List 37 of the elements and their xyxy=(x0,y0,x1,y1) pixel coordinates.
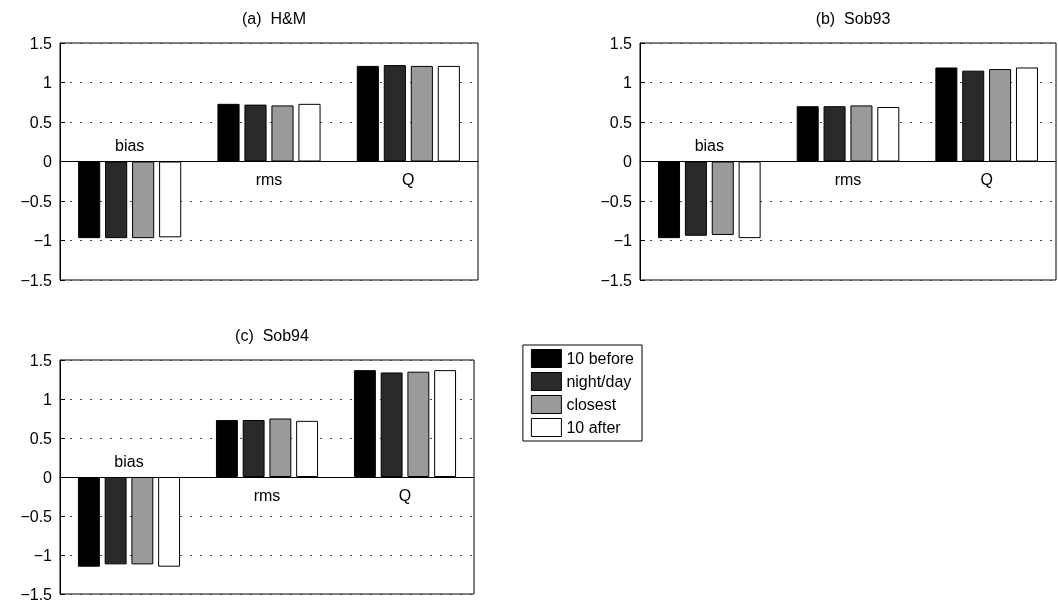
y-tick-label: 1 xyxy=(43,74,53,91)
y-tick-label: 0.5 xyxy=(29,113,53,131)
y-tick-label: 0 xyxy=(43,153,53,170)
chart-title: (a) H&M xyxy=(242,9,306,27)
y-tick-label: −0.5 xyxy=(20,507,53,525)
y-tick-label: −1 xyxy=(33,546,53,564)
y-tick-label: 0 xyxy=(43,468,53,486)
x-tick-label: rms xyxy=(834,171,862,188)
y-tick-label: 1.5 xyxy=(29,34,53,52)
chart-title: (c) Sob94 xyxy=(235,326,310,344)
y-tick-label: 0 xyxy=(623,153,633,170)
x-tick-label: rms xyxy=(253,486,281,504)
y-tick-label: 1.5 xyxy=(29,351,53,369)
y-tick-label: 0.5 xyxy=(29,429,53,447)
legend-label: 10 after xyxy=(566,419,622,436)
x-tick-label: rms xyxy=(255,171,283,188)
legend-label: 10 before xyxy=(566,350,635,367)
y-tick-label: −1.5 xyxy=(20,271,53,289)
y-tick-label: 1 xyxy=(43,390,53,408)
y-tick-label: −1 xyxy=(33,232,53,249)
x-tick-label: bias xyxy=(114,452,144,470)
x-tick-label: bias xyxy=(694,137,725,154)
y-tick-label: −0.5 xyxy=(600,192,633,210)
x-tick-label: Q xyxy=(980,171,993,188)
x-tick-label: Q xyxy=(402,171,415,188)
legend-label: closest xyxy=(566,396,617,413)
x-tick-label: Q xyxy=(398,486,412,504)
y-tick-label: 1.5 xyxy=(609,34,633,52)
y-tick-label: −1.5 xyxy=(20,585,53,603)
chart-title: (b) Sob93 xyxy=(815,9,891,27)
y-tick-label: −1 xyxy=(613,232,633,249)
y-tick-label: −0.5 xyxy=(20,192,53,210)
x-tick-label: bias xyxy=(114,137,145,154)
y-tick-label: −1.5 xyxy=(600,271,633,289)
y-tick-label: 0.5 xyxy=(609,113,633,131)
y-tick-label: 1 xyxy=(623,74,633,91)
legend-label: night/day xyxy=(566,373,632,390)
